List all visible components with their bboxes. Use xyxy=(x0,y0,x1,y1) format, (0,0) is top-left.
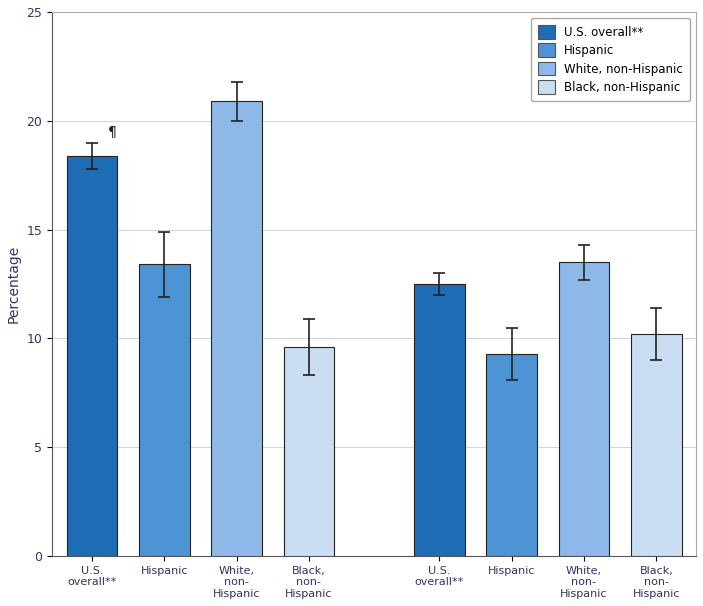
Y-axis label: Percentage: Percentage xyxy=(7,245,21,323)
Text: ¶: ¶ xyxy=(108,125,117,139)
Bar xyxy=(631,334,682,556)
Bar xyxy=(486,354,537,556)
Bar xyxy=(139,264,190,556)
Bar xyxy=(67,156,117,556)
Bar xyxy=(212,101,262,556)
Bar xyxy=(283,347,335,556)
Bar xyxy=(414,284,465,556)
Bar xyxy=(559,262,610,556)
Legend: U.S. overall**, Hispanic, White, non-Hispanic, Black, non-Hispanic: U.S. overall**, Hispanic, White, non-His… xyxy=(531,18,690,101)
